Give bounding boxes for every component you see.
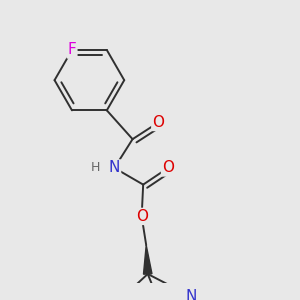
Text: O: O	[152, 115, 164, 130]
Text: O: O	[136, 209, 148, 224]
Text: N: N	[186, 289, 197, 300]
Text: O: O	[162, 160, 174, 175]
Polygon shape	[143, 245, 152, 274]
Text: N: N	[109, 160, 120, 175]
Text: H: H	[91, 161, 100, 174]
Text: F: F	[68, 43, 76, 58]
